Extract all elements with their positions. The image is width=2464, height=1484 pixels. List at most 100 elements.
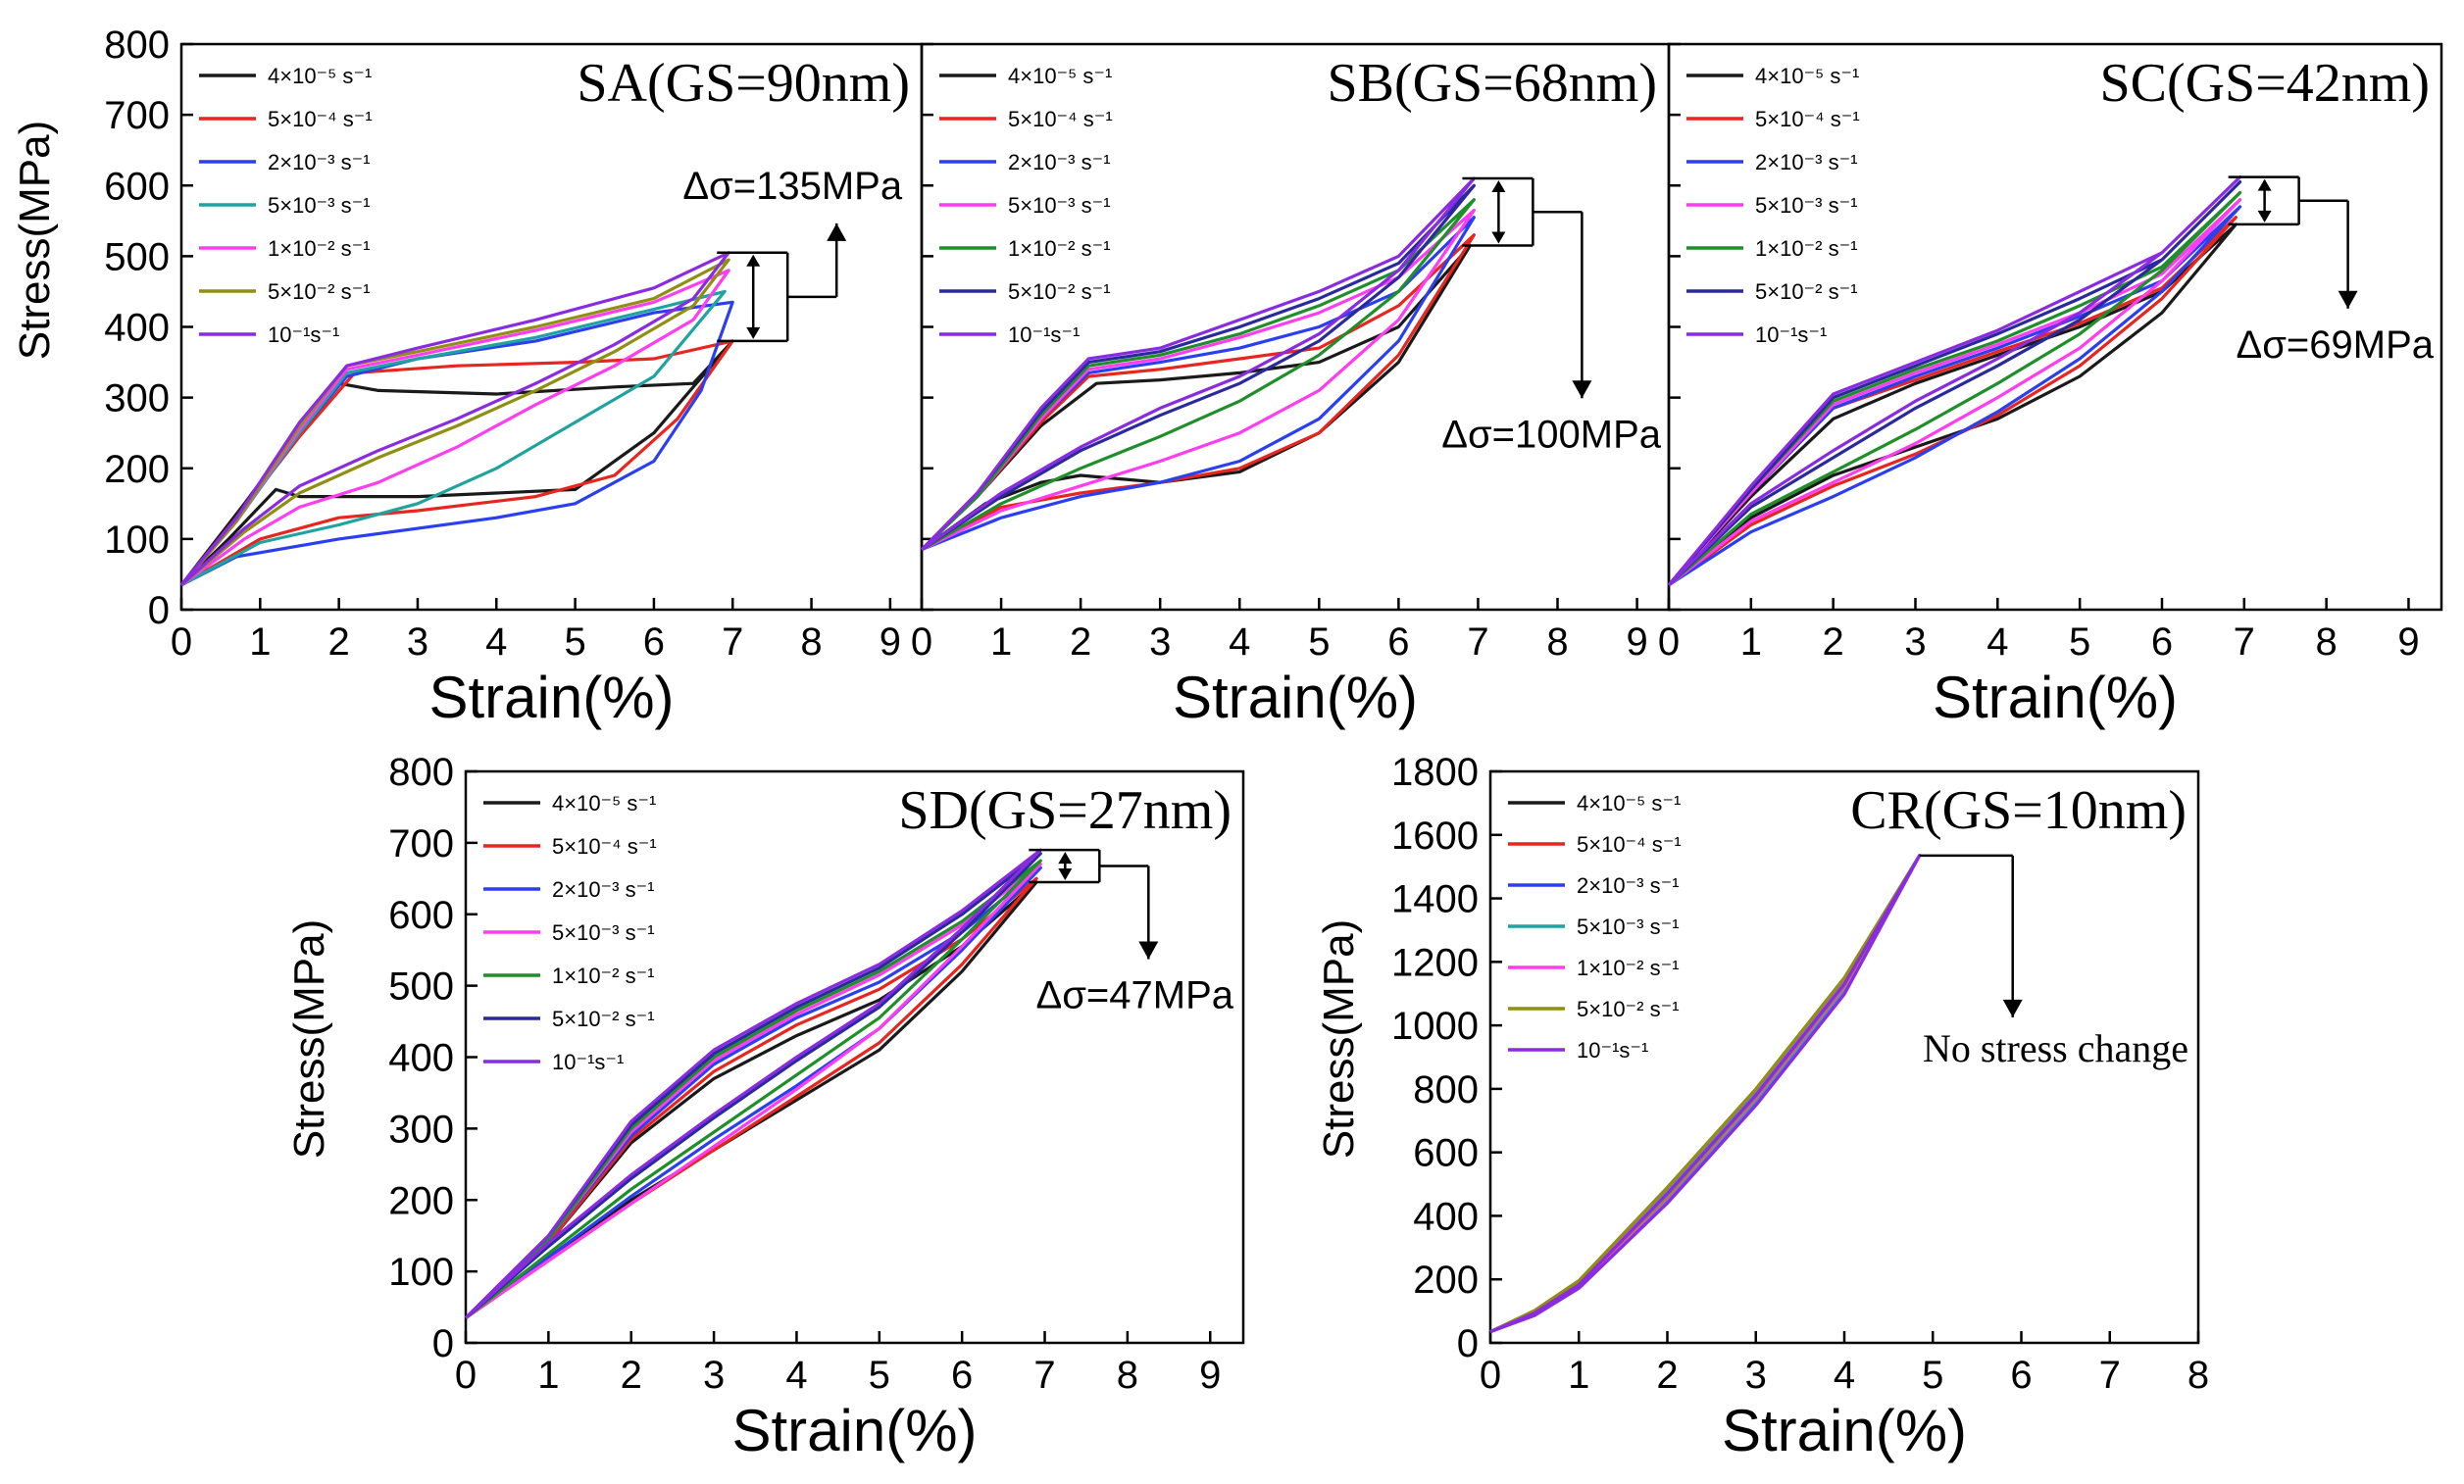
x-tick-label: 7 [2234,620,2255,664]
arrow-head [1491,180,1506,193]
legend-label: 4×10⁻⁵ s⁻¹ [1008,64,1112,88]
x-axis-label: Strain(%) [1173,665,1418,730]
chart-title: CR(GS=10nm) [1850,780,2187,841]
legend-label: 5×10⁻² s⁻¹ [1008,279,1111,304]
y-tick-label: 100 [388,1251,454,1294]
x-tick-label: 7 [1467,620,1488,664]
annotation-text: Δσ=100MPa [1441,413,1662,456]
x-tick-label: 2 [1823,620,1844,664]
arrow-head [827,223,847,241]
y-tick-label: 1600 [1391,815,1479,858]
chart-title: SD(GS=27nm) [898,780,1232,841]
arrow-head [2002,999,2023,1017]
annotation-text: Δσ=69MPa [2236,323,2434,367]
series-line [920,198,1476,552]
series-line [179,258,730,587]
legend-label: 2×10⁻³ s⁻¹ [268,150,371,174]
y-tick-label: 800 [104,24,170,67]
x-tick-label: 3 [1745,1354,1767,1397]
x-tick-label: 8 [1117,1354,1138,1397]
x-tick-label: 1 [249,620,271,664]
series-line [179,289,727,587]
legend-label: 1×10⁻² s⁻¹ [1008,236,1111,261]
legend-label: 5×10⁻³ s⁻¹ [268,193,371,218]
y-axis-label: Stress(MPa) [11,121,59,360]
x-tick-label: 1 [1740,620,1762,664]
legend-label: 2×10⁻³ s⁻¹ [1577,873,1680,898]
chart-panel-cr: 0 200 400 600 800 1000 1200 1400 1600 1800 0 1 2 3 4 5 6… [1315,751,2209,1463]
y-tick-label: 600 [104,165,170,208]
arrow-head [1058,852,1073,865]
series-line [1667,198,2242,587]
x-tick-label: 0 [1658,620,1680,664]
series-line [464,863,1042,1319]
y-axis-label: Stress(MPa) [1315,919,1363,1159]
arrow-head [2257,178,2272,191]
x-tick-label: 4 [1834,1354,1855,1397]
y-tick-label: 0 [148,589,170,632]
y-tick-label: 300 [104,377,170,420]
y-tick-label: 0 [1457,1322,1479,1365]
legend-label: 1×10⁻² s⁻¹ [268,236,371,261]
series-line [920,233,1476,552]
legend-label: 4×10⁻⁵ s⁻¹ [552,791,656,816]
legend-label: 1×10⁻² s⁻¹ [1755,236,1858,261]
x-tick-label: 3 [1149,620,1171,664]
legend-label: 10⁻¹s⁻¹ [268,322,339,347]
x-tick-label: 5 [2069,620,2090,664]
y-tick-label: 500 [388,965,454,1009]
x-tick-label: 5 [1922,1354,1943,1397]
y-tick-label: 400 [388,1037,454,1080]
legend-label: 2×10⁻³ s⁻¹ [552,877,655,902]
x-tick-label: 1 [1568,1354,1589,1397]
chart-title: SA(GS=90nm) [577,53,910,114]
legend-label: 5×10⁻³ s⁻¹ [552,920,655,945]
x-tick-label: 0 [455,1354,477,1397]
x-tick-label: 9 [2397,620,2419,664]
x-tick-label: 8 [2316,620,2338,664]
y-tick-label: 500 [104,235,170,278]
series-line [464,852,1042,1319]
annotation-text: Δσ=47MPa [1035,974,1233,1017]
legend-label: 10⁻¹s⁻¹ [552,1050,624,1074]
annotation-text: No stress change [1923,1026,2188,1070]
series-line [179,269,730,587]
legend-label: 4×10⁻⁵ s⁻¹ [1755,64,1859,88]
y-tick-label: 700 [388,822,454,866]
x-tick-label: 0 [171,620,192,664]
x-tick-label: 2 [328,620,350,664]
arrow-head [1572,380,1592,399]
y-tick-label: 0 [432,1322,454,1365]
x-tick-label: 3 [407,620,428,664]
x-tick-label: 4 [1229,620,1250,664]
series-line [1667,205,2242,587]
x-tick-label: 8 [800,620,822,664]
y-axis-label: Stress(MPa) [285,919,333,1159]
x-tick-label: 5 [869,1354,890,1397]
x-tick-label: 7 [2099,1354,2121,1397]
x-tick-label: 1 [990,620,1012,664]
legend-label: 4×10⁻⁵ s⁻¹ [268,64,372,88]
x-tick-label: 6 [2151,620,2173,664]
y-tick-label: 400 [104,307,170,350]
legend-label: 1×10⁻² s⁻¹ [1577,956,1680,980]
x-tick-label: 2 [1070,620,1091,664]
annotation-text: Δσ=135MPa [682,165,903,208]
chart-panel-sd: 0 100 200 300 400 500 600 700 800 0 1 2 3 4 5 6 7 8 9 Strai… [285,751,1245,1463]
arrow-head [1491,231,1506,244]
y-tick-label: 200 [1413,1259,1479,1302]
legend-label: 4×10⁻⁵ s⁻¹ [1577,791,1681,816]
x-tick-label: 6 [951,1354,973,1397]
legend-label: 10⁻¹s⁻¹ [1008,322,1080,347]
chart-panel-sb: 0 1 2 3 4 5 6 7 8 9 Strain(%) SB(GS=68nm) 4×10⁻⁵ s⁻¹… [911,42,1671,730]
x-tick-label: 7 [722,620,743,664]
x-tick-label: 4 [485,620,507,664]
legend-label: 5×10⁻³ s⁻¹ [1577,915,1680,939]
legend-label: 5×10⁻⁴ s⁻¹ [1577,832,1682,857]
y-tick-label: 1400 [1391,878,1479,921]
x-tick-label: 9 [1199,1354,1221,1397]
legend-label: 5×10⁻⁴ s⁻¹ [1755,107,1860,131]
x-tick-label: 2 [621,1354,642,1397]
x-tick-label: 5 [564,620,585,664]
